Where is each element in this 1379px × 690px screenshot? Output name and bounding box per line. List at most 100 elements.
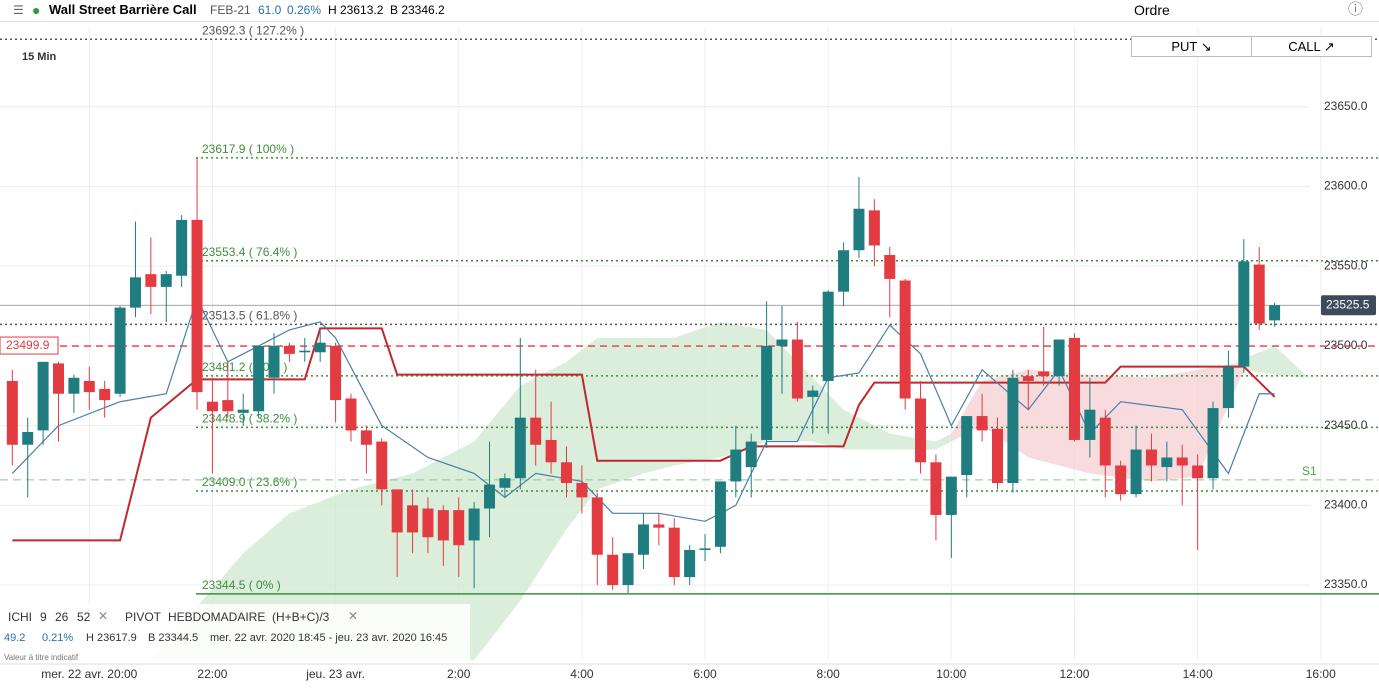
last-price-box — [1321, 295, 1376, 316]
fib-label: 23344.5 ( 0% ) — [202, 578, 281, 592]
candle-body — [422, 508, 434, 538]
y-tick-label: 23450.0 — [1324, 418, 1368, 432]
candle-body — [776, 339, 788, 346]
change-pct: 0.26% — [287, 3, 322, 17]
cloud — [1243, 345, 1306, 378]
candle-body — [37, 361, 49, 431]
candle-body — [407, 505, 419, 533]
candle-body — [1176, 457, 1188, 466]
expiry: FEB-21 — [210, 3, 251, 17]
candle-body — [560, 462, 572, 484]
candle-body — [68, 377, 80, 394]
x-tick-label: jeu. 23 avr. — [305, 667, 365, 681]
candle-body — [530, 417, 542, 445]
candle-body — [499, 478, 511, 488]
stop-label: 23499.9 — [6, 338, 50, 352]
candle-body — [468, 508, 480, 541]
candle-body — [1192, 465, 1204, 479]
info-icon[interactable]: ⓘ — [1348, 1, 1364, 18]
x-tick-label: 22:00 — [197, 667, 227, 681]
fib-label: 23692.3 ( 127.2% ) — [202, 23, 304, 37]
candle-body — [791, 339, 803, 399]
close-icon[interactable]: ✕ — [98, 609, 109, 623]
candle-body — [437, 510, 449, 541]
candle-body — [1253, 264, 1265, 324]
pivot-period: HEBDOMADAIRE — [168, 610, 266, 624]
close-icon[interactable]: ✕ — [348, 609, 359, 623]
put-button[interactable]: PUT ↘ — [1131, 36, 1252, 57]
candle-body — [714, 481, 726, 547]
candle-body — [807, 390, 819, 397]
candle-body — [345, 398, 357, 431]
order[interactable]: Ordre — [1134, 2, 1170, 18]
legend-change-pct: 0.21% — [42, 632, 74, 644]
candle-body — [191, 219, 203, 393]
candle-body — [1145, 449, 1157, 466]
candle-body — [853, 208, 865, 251]
candle-body — [22, 431, 34, 445]
candle-body — [1238, 261, 1250, 367]
candle-body — [915, 398, 927, 463]
last-price-label: 23525.5 — [1326, 297, 1370, 311]
menu-icon[interactable]: ☰ — [13, 3, 24, 17]
x-tick-label: 8:00 — [816, 667, 840, 681]
candle-body — [668, 527, 680, 578]
legend-panel — [0, 604, 470, 662]
candle-body — [961, 416, 973, 476]
candle-body — [453, 510, 465, 546]
candle-body — [160, 274, 172, 287]
candle-body — [545, 439, 557, 463]
y-tick-label: 23650.0 — [1324, 99, 1368, 113]
fib-label: 23617.9 ( 100% ) — [202, 142, 294, 156]
change: 61.0 — [258, 3, 282, 17]
y-tick-label: 23400.0 — [1324, 498, 1368, 512]
candle-body — [868, 210, 880, 246]
legend-range: mer. 22 avr. 2020 18:45 - jeu. 23 avr. 2… — [210, 632, 448, 644]
candle-body — [591, 497, 603, 555]
candle-body — [1084, 409, 1096, 440]
status-dot: ● — [32, 2, 41, 18]
y-tick-label: 23500.0 — [1324, 338, 1368, 352]
candle-body — [930, 462, 942, 515]
ichi-param: 52 — [77, 610, 91, 624]
legend-change: 49.2 — [4, 632, 26, 644]
candle-body — [114, 307, 126, 394]
candle-body — [83, 380, 95, 393]
candle-body — [6, 380, 18, 445]
ichi-param: 26 — [55, 610, 69, 624]
candle-body — [884, 255, 896, 279]
candle-body — [314, 342, 326, 353]
candle-body — [484, 484, 496, 509]
candle-body — [730, 449, 742, 482]
fib-label: 23481.2 ( 50% ) — [202, 360, 287, 374]
x-tick-label: 10:00 — [936, 667, 966, 681]
fib-label: 23513.5 ( 61.8% ) — [202, 309, 297, 323]
header-bar — [0, 0, 1379, 22]
candle-body — [99, 388, 111, 401]
candle-body — [761, 345, 773, 440]
candle-body — [299, 350, 311, 353]
candle-body — [1053, 339, 1065, 377]
legend-low: B 23344.5 — [148, 632, 199, 644]
cloud — [951, 361, 1244, 482]
y-tick-label: 23550.0 — [1324, 258, 1368, 272]
candle-body — [1038, 371, 1050, 377]
candle-body — [206, 401, 218, 412]
candle-body — [1115, 465, 1127, 495]
high: H 23613.2 — [328, 3, 384, 17]
low: B 23346.2 — [390, 3, 445, 17]
candle-body — [376, 441, 388, 490]
candle-body — [360, 430, 372, 445]
x-tick-label: 14:00 — [1183, 667, 1213, 681]
candle-body — [145, 274, 157, 287]
call-button[interactable]: CALL ↗ — [1251, 36, 1372, 57]
pivot: PIVOT — [125, 610, 162, 624]
fib-label: 23409.0 ( 23.6% ) — [202, 475, 297, 489]
x-tick-label: 4:00 — [570, 667, 594, 681]
legend-high: H 23617.9 — [86, 632, 137, 644]
candle-body — [976, 416, 988, 431]
candle-body — [268, 345, 280, 378]
ichi-param: 9 — [40, 610, 47, 624]
candle-body — [822, 291, 834, 381]
